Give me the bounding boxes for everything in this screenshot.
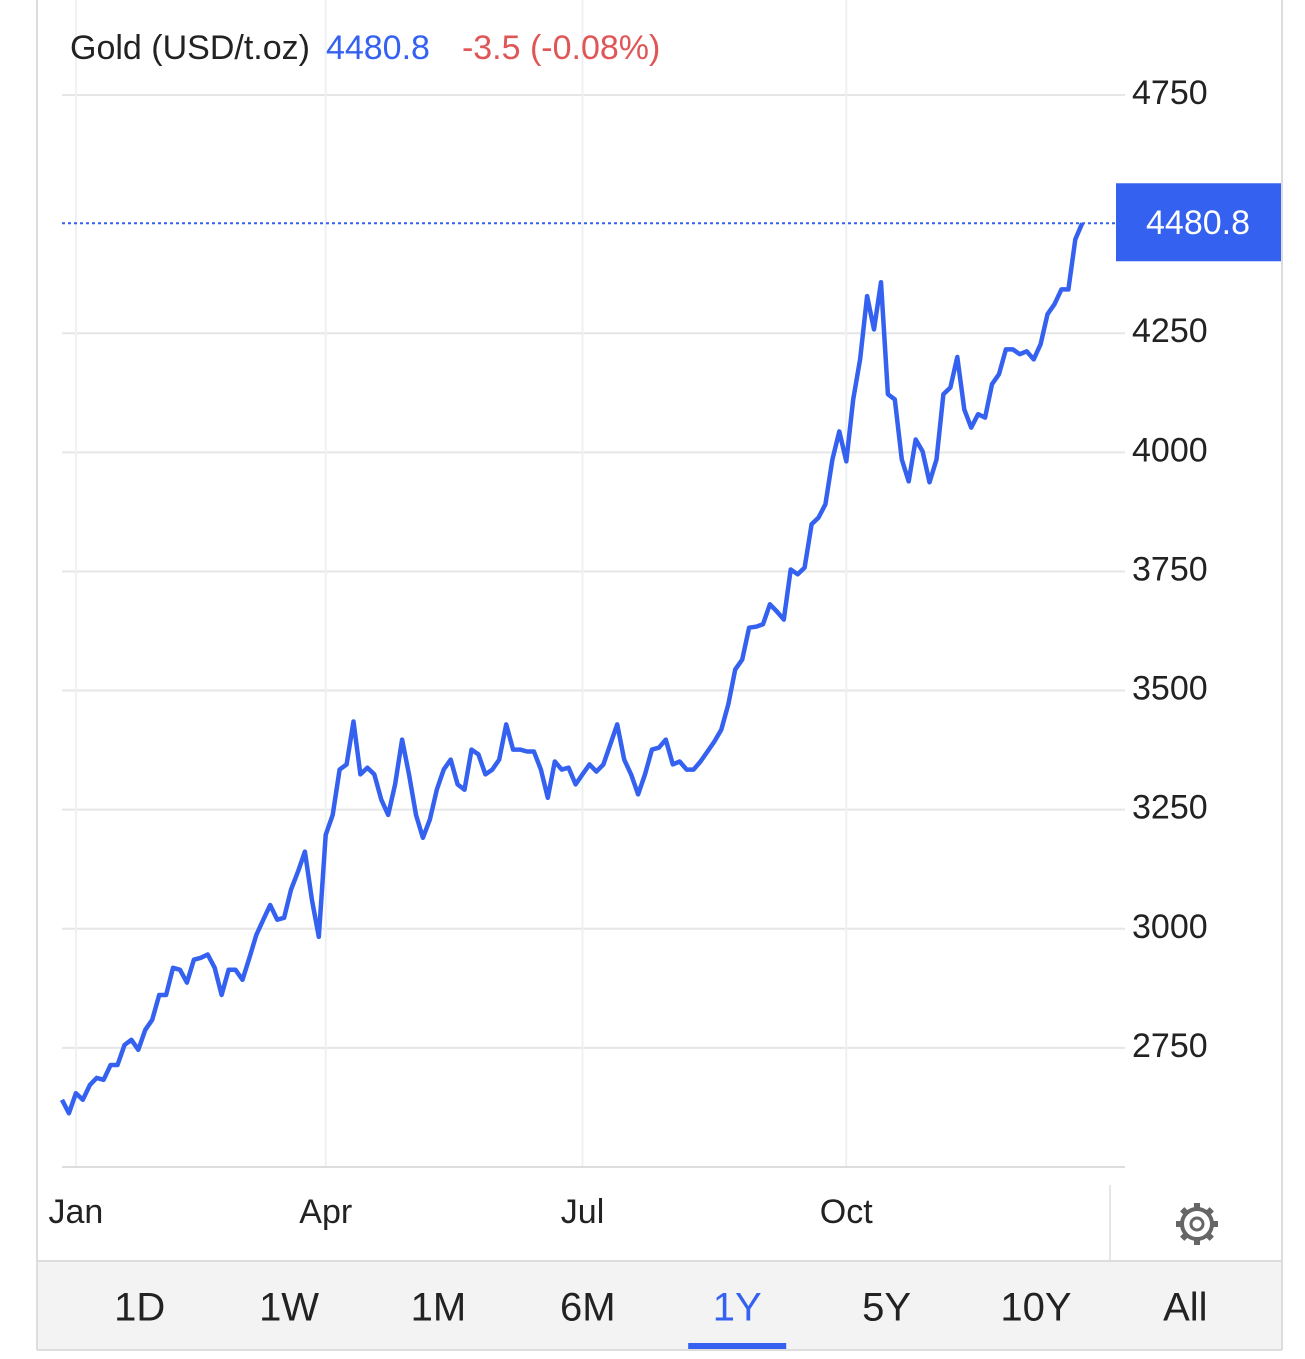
gear-ring: [1180, 1207, 1214, 1241]
range-button[interactable]: 1M: [411, 1286, 467, 1330]
range-button[interactable]: All: [1163, 1286, 1207, 1330]
active-underline: [688, 1343, 787, 1349]
y-tick-label: 3750: [1132, 550, 1208, 588]
x-tick-label: Jan: [48, 1193, 103, 1231]
y-tick-label: 4750: [1132, 74, 1208, 112]
y-tick-label: 3250: [1132, 789, 1208, 827]
change: -3.5 (-0.08%): [462, 29, 660, 67]
range-button[interactable]: 1Y: [713, 1286, 762, 1330]
price-line: [59, 222, 1085, 1116]
range-button[interactable]: 6M: [560, 1286, 616, 1330]
gear-hub: [1189, 1216, 1205, 1232]
y-tick-label: 3000: [1132, 908, 1208, 946]
x-tick-label: Oct: [820, 1193, 873, 1231]
y-tick-label: 3500: [1132, 670, 1208, 708]
range-button[interactable]: 5Y: [862, 1286, 911, 1330]
last-price-badge: [1116, 183, 1281, 262]
y-tick-label: 4250: [1132, 312, 1208, 350]
price: 4480.8: [326, 29, 430, 67]
range-button[interactable]: 1D: [114, 1286, 165, 1330]
range-bar: [38, 1262, 1281, 1350]
range-button[interactable]: 10Y: [1000, 1286, 1071, 1330]
last-price-label: 4480.8: [1146, 204, 1250, 242]
chart-title: Gold (USD/t.oz): [70, 29, 310, 67]
y-tick-label: 2750: [1132, 1027, 1208, 1065]
settings-icon[interactable]: [1176, 1203, 1218, 1245]
x-tick-label: Apr: [299, 1193, 352, 1231]
x-tick-label: Jul: [561, 1193, 604, 1231]
range-button[interactable]: 1W: [259, 1286, 319, 1330]
gear-teeth: [1176, 1203, 1218, 1245]
y-tick-label: 4000: [1132, 431, 1208, 469]
